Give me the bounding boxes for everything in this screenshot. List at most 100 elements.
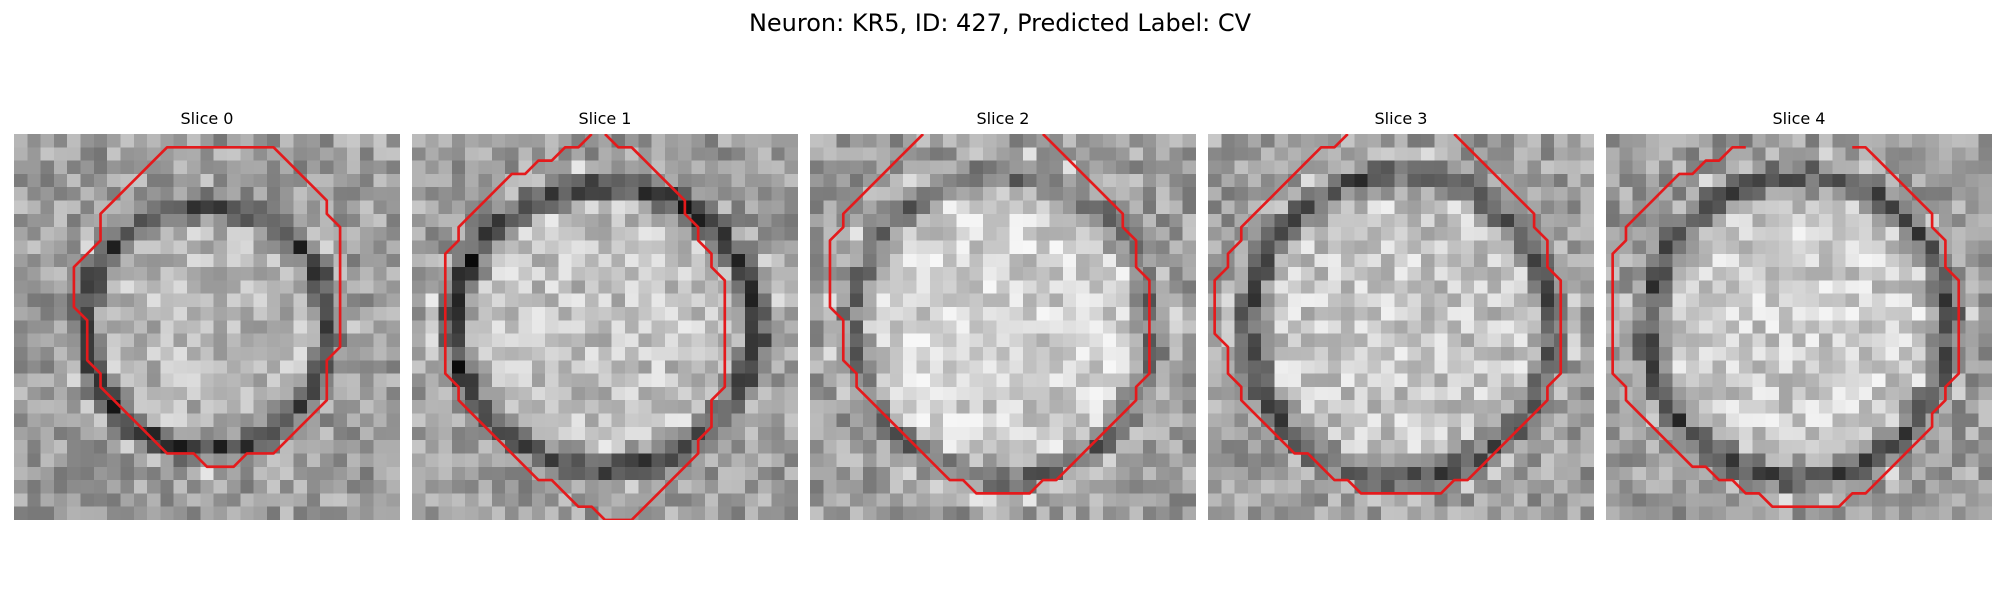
- image-pixel: [718, 506, 732, 520]
- image-pixel: [585, 480, 599, 494]
- image-pixel: [425, 373, 439, 388]
- image-pixel: [1009, 426, 1024, 441]
- image-pixel: [1434, 346, 1448, 361]
- image-pixel: [266, 213, 281, 228]
- image-pixel: [306, 147, 321, 161]
- image-pixel: [1685, 506, 1700, 520]
- image-pixel: [53, 320, 68, 334]
- image-pixel: [758, 253, 772, 268]
- image-pixel: [956, 134, 970, 148]
- image-pixel: [585, 200, 599, 215]
- image-pixel: [200, 173, 214, 188]
- image-pixel: [598, 293, 612, 308]
- image-pixel: [1327, 360, 1342, 374]
- image-pixel: [1805, 187, 1820, 201]
- image-pixel: [226, 333, 241, 348]
- image-pixel: [558, 240, 572, 255]
- image-pixel: [1567, 240, 1581, 255]
- image-pixel: [678, 320, 692, 334]
- image-pixel: [956, 493, 970, 507]
- image-pixel: [1076, 386, 1090, 401]
- image-pixel: [1036, 227, 1050, 241]
- image-pixel: [598, 227, 612, 241]
- image-pixel: [1659, 227, 1673, 241]
- image-pixel: [1169, 280, 1183, 294]
- image-pixel: [1089, 200, 1104, 215]
- image-pixel: [360, 147, 374, 161]
- image-pixel: [1129, 160, 1144, 175]
- image-pixel: [1156, 373, 1170, 388]
- image-pixel: [1792, 466, 1806, 481]
- image-pixel: [996, 386, 1010, 401]
- image-pixel: [624, 213, 639, 228]
- image-pixel: [903, 426, 917, 441]
- image-pixel: [373, 173, 387, 188]
- image-pixel: [624, 293, 639, 308]
- image-pixel: [638, 413, 652, 428]
- image-pixel: [1367, 453, 1382, 468]
- image-pixel: [120, 453, 135, 468]
- image-pixel: [1632, 413, 1647, 428]
- image-pixel: [1752, 386, 1766, 401]
- image-pixel: [1832, 253, 1846, 268]
- image-pixel: [451, 426, 466, 441]
- image-pixel: [67, 413, 81, 428]
- image-pixel: [1938, 173, 1953, 188]
- image-pixel: [1460, 480, 1475, 494]
- image-pixel: [1327, 426, 1342, 441]
- image-pixel: [758, 213, 772, 228]
- image-pixel: [27, 346, 41, 361]
- image-pixel: [1645, 426, 1660, 441]
- image-pixel: [1129, 480, 1144, 494]
- image-pixel: [1580, 134, 1594, 148]
- image-pixel: [120, 213, 135, 228]
- image-pixel: [266, 333, 281, 348]
- image-pixel: [465, 333, 479, 348]
- image-pixel: [53, 187, 68, 201]
- image-pixel: [1274, 333, 1289, 348]
- image-pixel: [1619, 360, 1633, 374]
- image-pixel: [1514, 426, 1528, 441]
- image-pixel: [943, 293, 957, 308]
- image-pixel: [1845, 493, 1860, 507]
- image-pixel: [1247, 440, 1262, 454]
- image-pixel: [1765, 187, 1780, 201]
- image-pixel: [1474, 466, 1488, 481]
- image-pixel: [836, 293, 851, 308]
- image-pixel: [744, 493, 759, 507]
- image-pixel: [438, 440, 453, 454]
- image-pixel: [226, 293, 241, 308]
- image-pixel: [1062, 200, 1077, 215]
- image-pixel: [943, 280, 957, 294]
- image-pixel: [1845, 147, 1860, 161]
- image-pixel: [943, 493, 957, 507]
- image-pixel: [293, 346, 308, 361]
- image-pixel: [969, 227, 984, 241]
- image-pixel: [1965, 493, 1979, 507]
- image-pixel: [1858, 506, 1873, 520]
- image-pixel: [1606, 480, 1620, 494]
- image-pixel: [1554, 426, 1568, 441]
- image-pixel: [1354, 200, 1368, 215]
- image-pixel: [478, 160, 493, 175]
- image-pixel: [545, 187, 559, 201]
- image-pixel: [1407, 466, 1422, 481]
- image-pixel: [1062, 466, 1077, 481]
- image-pixel: [478, 200, 493, 215]
- image-pixel: [53, 453, 68, 468]
- image-pixel: [1274, 187, 1289, 201]
- image-pixel: [173, 493, 188, 507]
- image-pixel: [916, 227, 931, 241]
- image-pixel: [585, 253, 599, 268]
- image-pixel: [1832, 480, 1846, 494]
- image-pixel: [1076, 227, 1090, 241]
- image-pixel: [758, 333, 772, 348]
- image-pixel: [1580, 346, 1594, 361]
- image-pixel: [836, 426, 851, 441]
- image-pixel: [531, 267, 546, 281]
- image-pixel: [1540, 360, 1555, 374]
- image-pixel: [611, 253, 626, 268]
- image-pixel: [1725, 213, 1740, 228]
- image-pixel: [678, 386, 692, 401]
- image-pixel: [1779, 413, 1793, 428]
